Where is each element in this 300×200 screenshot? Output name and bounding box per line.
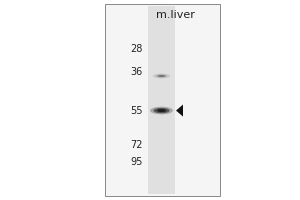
Bar xyxy=(105,4,220,196)
Text: 95: 95 xyxy=(130,157,143,167)
Text: 28: 28 xyxy=(130,44,143,54)
Ellipse shape xyxy=(153,74,170,78)
Polygon shape xyxy=(176,105,183,117)
Text: m.liver: m.liver xyxy=(156,10,194,20)
Ellipse shape xyxy=(150,107,173,114)
Ellipse shape xyxy=(156,75,167,77)
Text: 36: 36 xyxy=(131,67,143,77)
Ellipse shape xyxy=(158,75,165,77)
Text: 72: 72 xyxy=(130,140,143,150)
Text: 55: 55 xyxy=(130,106,143,116)
Bar xyxy=(148,6,175,194)
Ellipse shape xyxy=(154,108,169,113)
Ellipse shape xyxy=(157,109,166,112)
